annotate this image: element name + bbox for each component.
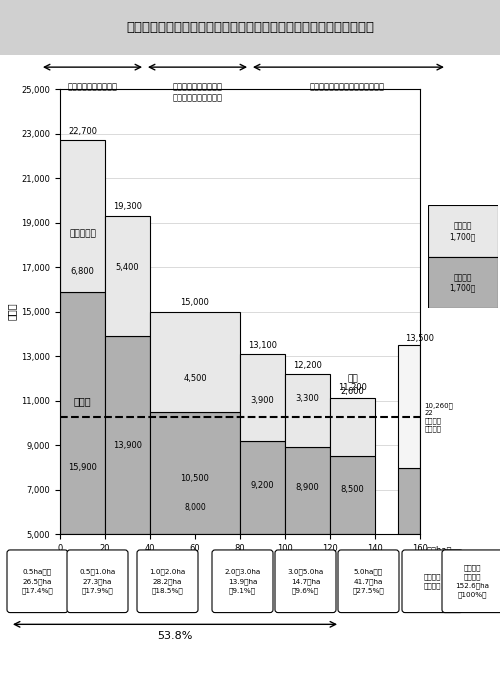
Text: （万ha）: （万ha）	[427, 545, 452, 554]
Text: データでみる水稲作付規模別の経営状況（戸別所得補償のみの場合）: データでみる水稲作付規模別の経営状況（戸別所得補償のみの場合）	[126, 21, 374, 34]
Text: 19,300: 19,300	[113, 203, 142, 212]
Text: 経営費は賄えるが家族
労働費は賄えない状態: 経営費は賄えるが家族 労働費は賄えない状態	[172, 83, 222, 102]
Bar	[428, 206, 498, 257]
Text: 9,200: 9,200	[250, 481, 274, 490]
FancyBboxPatch shape	[137, 550, 198, 612]
Y-axis label: コスト: コスト	[7, 303, 17, 321]
FancyBboxPatch shape	[7, 550, 68, 612]
Text: 10,260円
22
年産農業
共通基盤: 10,260円 22 年産農業 共通基盤	[424, 403, 454, 432]
Bar	[60, 292, 105, 534]
Text: 13,900: 13,900	[113, 440, 142, 450]
Text: 53.8%: 53.8%	[158, 631, 192, 641]
Bar	[398, 345, 420, 467]
Text: 11,200: 11,200	[338, 383, 367, 392]
Text: 1.0～2.0ha
28.2万ha
（18.5%）: 1.0～2.0ha 28.2万ha （18.5%）	[150, 569, 186, 594]
Text: 8,000: 8,000	[184, 503, 206, 512]
FancyBboxPatch shape	[67, 550, 128, 612]
Text: 経営費も家族労働費も賄える状態: 経営費も家族労働費も賄える状態	[310, 83, 384, 92]
FancyBboxPatch shape	[402, 550, 463, 612]
Bar	[60, 140, 105, 292]
Bar	[105, 216, 150, 336]
Bar	[330, 456, 375, 534]
Text: 5,400: 5,400	[116, 262, 140, 272]
Text: 家族労働費: 家族労働費	[69, 229, 96, 238]
Text: 定額部分
1,700円: 定額部分 1,700円	[450, 273, 475, 292]
Text: 15,900: 15,900	[68, 463, 97, 472]
Text: 2,600: 2,600	[340, 387, 364, 397]
Text: 水稲共済
加入面積
152.6万ha
（100%）: 水稲共済 加入面積 152.6万ha （100%）	[456, 564, 490, 598]
Bar	[105, 336, 150, 534]
Text: 10,500: 10,500	[180, 474, 210, 483]
Text: 8,500: 8,500	[340, 485, 364, 495]
FancyBboxPatch shape	[442, 550, 500, 612]
Bar	[285, 447, 330, 534]
Bar	[428, 257, 498, 308]
Text: 経営費: 経営費	[74, 396, 92, 406]
Text: 3.0～5.0ha
14.7万ha
（9.6%）: 3.0～5.0ha 14.7万ha （9.6%）	[288, 569, 324, 594]
FancyBboxPatch shape	[212, 550, 273, 612]
Text: 12,200: 12,200	[293, 360, 322, 370]
Text: 変動部分
1,700円: 変動部分 1,700円	[450, 221, 475, 241]
Bar	[150, 412, 240, 534]
Text: 13,500: 13,500	[406, 334, 434, 342]
Text: 主食用米
作付規模: 主食用米 作付規模	[424, 573, 442, 589]
Bar	[240, 354, 285, 441]
Text: 4,500: 4,500	[183, 374, 207, 383]
Text: 0.5ha未満
26.5万ha
（17.4%）: 0.5ha未満 26.5万ha （17.4%）	[22, 569, 54, 594]
Text: 3,900: 3,900	[250, 396, 274, 406]
Bar	[398, 467, 420, 534]
Text: 利潤: 利潤	[347, 374, 358, 383]
Text: 6,800: 6,800	[70, 267, 94, 276]
Text: 13,100: 13,100	[248, 340, 277, 349]
FancyBboxPatch shape	[338, 550, 399, 612]
Bar	[285, 374, 330, 447]
Text: 8,900: 8,900	[296, 483, 320, 492]
Text: 22,700: 22,700	[68, 127, 97, 136]
Text: 15,000: 15,000	[180, 298, 210, 307]
Text: 2.0～3.0ha
13.9万ha
（9.1%）: 2.0～3.0ha 13.9万ha （9.1%）	[224, 569, 260, 594]
Text: 経営費を賄えない状態: 経営費を賄えない状態	[68, 83, 117, 92]
Text: 5.0ha以上
41.7万ha
（27.5%）: 5.0ha以上 41.7万ha （27.5%）	[352, 569, 384, 594]
FancyBboxPatch shape	[275, 550, 336, 612]
Bar	[150, 312, 240, 412]
Bar	[330, 399, 375, 456]
Text: 3,300: 3,300	[296, 394, 320, 403]
Text: 0.5～1.0ha
27.3万ha
（17.9%）: 0.5～1.0ha 27.3万ha （17.9%）	[80, 569, 116, 594]
Bar	[240, 441, 285, 534]
